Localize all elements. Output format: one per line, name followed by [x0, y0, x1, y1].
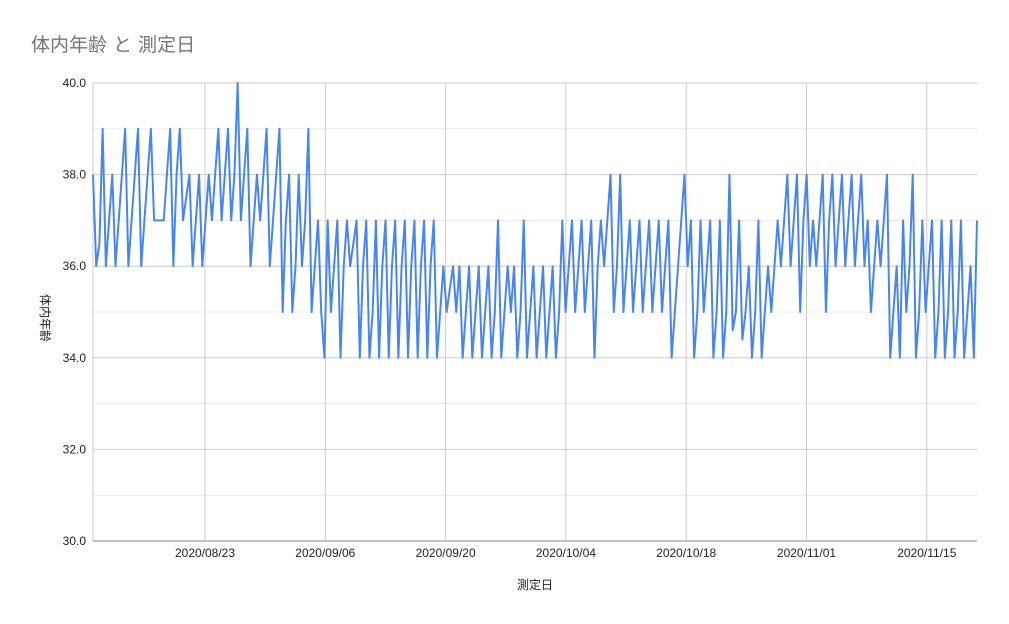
grid [92, 82, 977, 542]
x-tick-label: 2020/10/18 [656, 546, 716, 560]
y-tick-label: 36.0 [63, 259, 87, 273]
x-tick-label: 2020/10/04 [536, 546, 596, 560]
y-tick-label: 32.0 [63, 442, 87, 456]
chart-title: 体内年齢 と 測定日 [31, 34, 196, 56]
y-tick-labels: 30.0 32.0 34.0 36.0 38.0 40.0 [63, 76, 87, 548]
series-line [92, 82, 978, 359]
x-tick-label: 2020/11/01 [777, 546, 836, 560]
y-tick-label: 40.0 [63, 76, 87, 90]
x-tick-label: 2020/11/15 [897, 546, 956, 560]
y-tick-label: 30.0 [63, 534, 87, 548]
y-tick-label: 34.0 [63, 351, 87, 365]
x-tick-label: 2020/09/06 [295, 546, 355, 560]
series-group [92, 82, 978, 359]
y-axis-label: 体内年齢 [38, 294, 53, 342]
x-axis-label: 測定日 [517, 577, 553, 592]
x-tick-label: 2020/09/20 [416, 546, 476, 560]
x-tick-labels: 2020/08/23 2020/09/06 2020/09/20 2020/10/04… [175, 546, 957, 560]
x-tick-label: 2020/08/23 [175, 546, 235, 560]
y-tick-label: 38.0 [63, 168, 87, 182]
